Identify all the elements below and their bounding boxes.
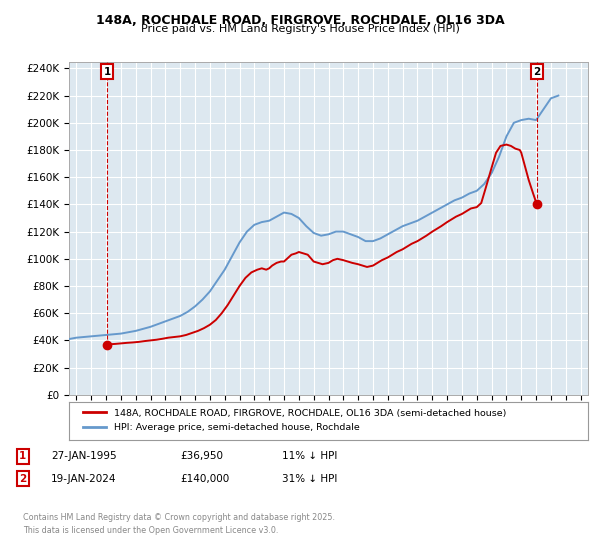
- Text: 1: 1: [19, 451, 26, 461]
- Legend: 148A, ROCHDALE ROAD, FIRGROVE, ROCHDALE, OL16 3DA (semi-detached house), HPI: Av: 148A, ROCHDALE ROAD, FIRGROVE, ROCHDALE,…: [79, 405, 510, 436]
- Text: 11% ↓ HPI: 11% ↓ HPI: [282, 451, 337, 461]
- Text: 2: 2: [533, 67, 541, 77]
- Text: £140,000: £140,000: [180, 474, 229, 484]
- Text: Contains HM Land Registry data © Crown copyright and database right 2025.
This d: Contains HM Land Registry data © Crown c…: [23, 514, 335, 535]
- Text: 19-JAN-2024: 19-JAN-2024: [51, 474, 116, 484]
- Text: Price paid vs. HM Land Registry's House Price Index (HPI): Price paid vs. HM Land Registry's House …: [140, 24, 460, 34]
- Text: 27-JAN-1995: 27-JAN-1995: [51, 451, 116, 461]
- Text: 2: 2: [19, 474, 26, 484]
- Text: 31% ↓ HPI: 31% ↓ HPI: [282, 474, 337, 484]
- Text: 148A, ROCHDALE ROAD, FIRGROVE, ROCHDALE, OL16 3DA: 148A, ROCHDALE ROAD, FIRGROVE, ROCHDALE,…: [95, 14, 505, 27]
- Text: 1: 1: [103, 67, 111, 77]
- Text: £36,950: £36,950: [180, 451, 223, 461]
